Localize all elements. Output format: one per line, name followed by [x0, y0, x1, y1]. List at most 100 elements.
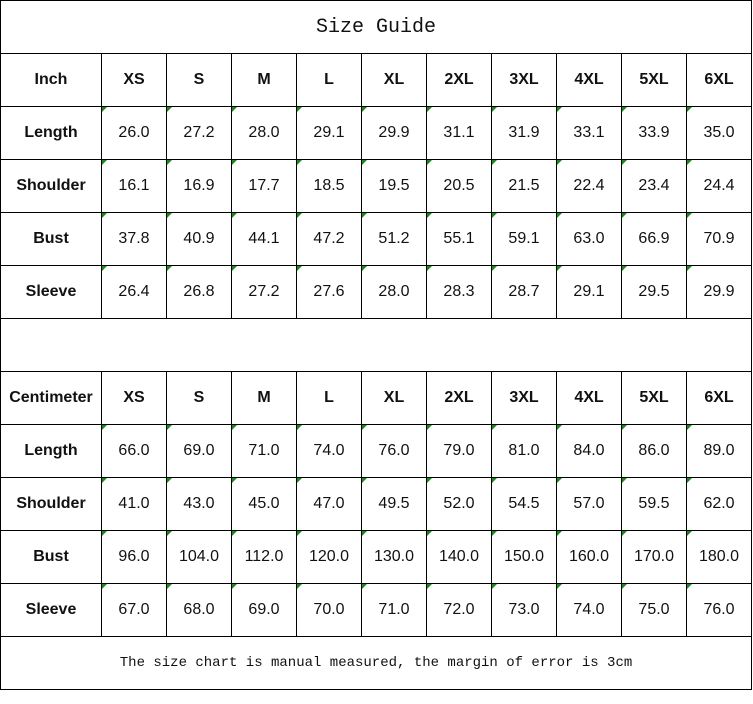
value-text: 27.2: [183, 124, 215, 141]
table-row: Bust 96.0 104.0 112.0 120.0 130.0 140.0 150.0 16…: [0, 530, 753, 584]
number-as-text-marker-icon: [362, 478, 367, 483]
measurement-value: 33.1: [556, 106, 622, 160]
measurement-value: 28.3: [426, 265, 492, 319]
value-text: 68.0: [183, 601, 215, 618]
measurement-value: 70.9: [685, 212, 753, 266]
measurement-value: 52.0: [426, 477, 492, 531]
measurement-label: Shoulder: [0, 477, 102, 531]
number-as-text-marker-icon: [102, 425, 107, 430]
number-as-text-marker-icon: [622, 584, 627, 589]
measurement-value: 160.0: [556, 530, 622, 584]
number-as-text-marker-icon: [427, 425, 432, 430]
value-text: 69.0: [248, 601, 280, 618]
value-text: 71.0: [248, 442, 280, 459]
measurement-value: 21.5: [491, 159, 557, 213]
measurement-value: 69.0: [231, 583, 297, 637]
table-row: Length 66.0 69.0 71.0 74.0 76.0 79.0 81.0 84.0 86…: [0, 424, 753, 478]
measurement-value: 66.9: [621, 212, 687, 266]
measurement-value: 130.0: [361, 530, 427, 584]
value-text: 26.4: [118, 283, 150, 300]
measurement-value: 59.5: [621, 477, 687, 531]
unit-header: Centimeter: [0, 371, 102, 425]
measurement-value: 29.9: [361, 106, 427, 160]
size-header: M: [231, 53, 297, 107]
number-as-text-marker-icon: [362, 213, 367, 218]
measurement-value: 59.1: [491, 212, 557, 266]
number-as-text-marker-icon: [492, 584, 497, 589]
value-text: 22.4: [573, 177, 605, 194]
measurement-label: Bust: [0, 530, 102, 584]
number-as-text-marker-icon: [427, 213, 432, 218]
size-header: 2XL: [426, 371, 492, 425]
value-text: 66.9: [638, 230, 670, 247]
value-text: 19.5: [378, 177, 410, 194]
number-as-text-marker-icon: [167, 584, 172, 589]
value-text: 51.2: [378, 230, 410, 247]
number-as-text-marker-icon: [297, 478, 302, 483]
measurement-value: 66.0: [101, 424, 167, 478]
size-header: XS: [101, 53, 167, 107]
measurement-value: 71.0: [231, 424, 297, 478]
value-text: 33.1: [573, 124, 605, 141]
measurement-value: 23.4: [621, 159, 687, 213]
size-header: 5XL: [621, 371, 687, 425]
measurement-value: 29.1: [556, 265, 622, 319]
number-as-text-marker-icon: [167, 213, 172, 218]
measurement-label: Bust: [0, 212, 102, 266]
value-text: 70.9: [703, 230, 735, 247]
number-as-text-marker-icon: [362, 266, 367, 271]
value-text: 76.0: [378, 442, 410, 459]
number-as-text-marker-icon: [232, 425, 237, 430]
number-as-text-marker-icon: [102, 478, 107, 483]
number-as-text-marker-icon: [427, 266, 432, 271]
measurement-value: 16.9: [166, 159, 232, 213]
measurement-value: 170.0: [621, 530, 687, 584]
number-as-text-marker-icon: [232, 107, 237, 112]
measurement-value: 20.5: [426, 159, 492, 213]
size-header: 3XL: [491, 53, 557, 107]
measurement-value: 55.1: [426, 212, 492, 266]
measurement-value: 26.8: [166, 265, 232, 319]
measurement-value: 40.9: [166, 212, 232, 266]
number-as-text-marker-icon: [102, 266, 107, 271]
value-text: 170.0: [633, 548, 675, 565]
number-as-text-marker-icon: [297, 425, 302, 430]
measurement-value: 74.0: [296, 424, 362, 478]
size-header: 6XL: [685, 53, 753, 107]
value-text: 54.5: [508, 495, 540, 512]
measurement-value: 51.2: [361, 212, 427, 266]
value-text: 130.0: [373, 548, 415, 565]
measurement-value: 35.0: [685, 106, 753, 160]
value-text: 84.0: [573, 442, 605, 459]
value-text: 62.0: [703, 495, 735, 512]
measurement-value: 86.0: [621, 424, 687, 478]
value-text: 73.0: [508, 601, 540, 618]
measurement-value: 29.1: [296, 106, 362, 160]
measurement-value: 29.9: [685, 265, 753, 319]
measurement-value: 150.0: [491, 530, 557, 584]
number-as-text-marker-icon: [557, 160, 562, 165]
value-text: 74.0: [573, 601, 605, 618]
value-text: 29.1: [573, 283, 605, 300]
number-as-text-marker-icon: [427, 478, 432, 483]
measurement-value: 28.0: [361, 265, 427, 319]
measurement-value: 69.0: [166, 424, 232, 478]
number-as-text-marker-icon: [622, 160, 627, 165]
measurement-value: 24.4: [685, 159, 753, 213]
number-as-text-marker-icon: [427, 531, 432, 536]
value-text: 28.0: [378, 283, 410, 300]
number-as-text-marker-icon: [492, 160, 497, 165]
measurement-label: Length: [0, 106, 102, 160]
value-text: 27.2: [248, 283, 280, 300]
measurement-value: 17.7: [231, 159, 297, 213]
value-text: 74.0: [313, 442, 345, 459]
size-header: 4XL: [556, 53, 622, 107]
number-as-text-marker-icon: [297, 531, 302, 536]
value-text: 71.0: [378, 601, 410, 618]
number-as-text-marker-icon: [167, 425, 172, 430]
number-as-text-marker-icon: [297, 584, 302, 589]
value-text: 26.0: [118, 124, 150, 141]
value-text: 81.0: [508, 442, 540, 459]
value-text: 43.0: [183, 495, 215, 512]
measurement-value: 62.0: [685, 477, 753, 531]
